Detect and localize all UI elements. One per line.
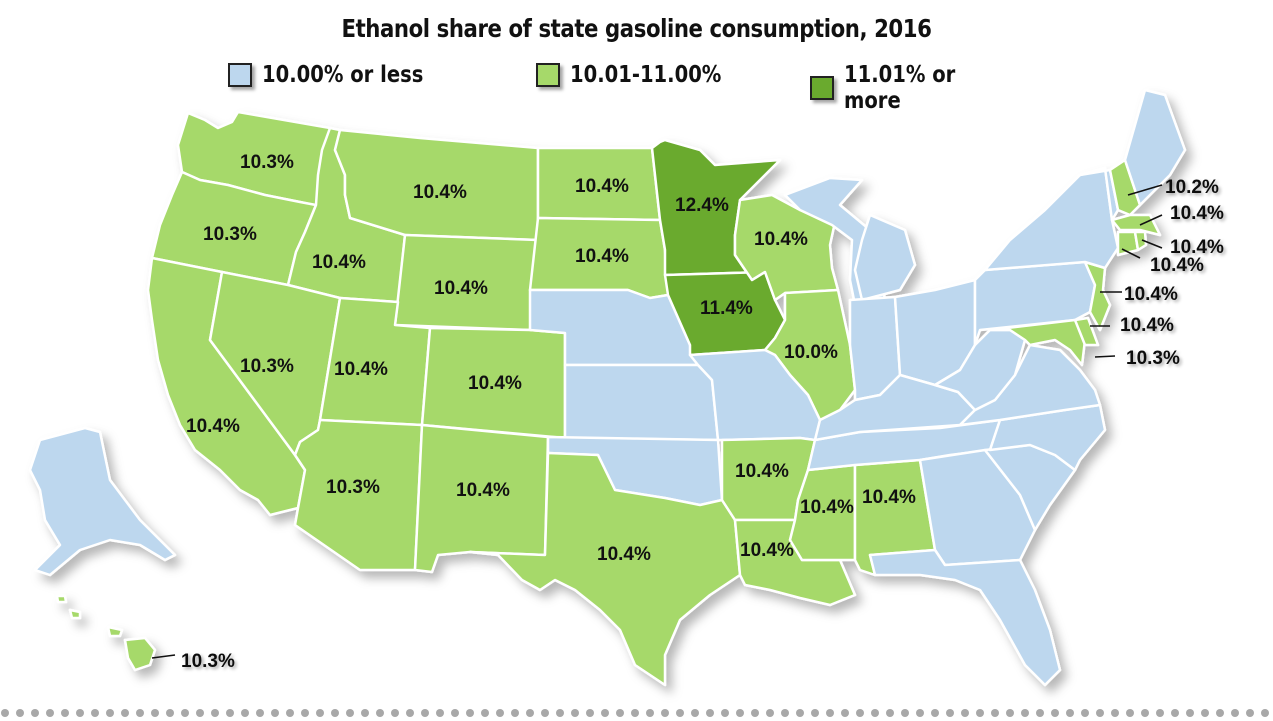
state-hawaii-maui[interactable] bbox=[106, 625, 124, 638]
leader-nh bbox=[1127, 184, 1163, 196]
state-alaska[interactable] bbox=[28, 426, 177, 577]
label-ms: 10.4% bbox=[800, 497, 854, 518]
legend-label-low: 10.00% or less bbox=[262, 62, 424, 88]
state-rhode-island[interactable] bbox=[1133, 230, 1148, 252]
legend: 10.00% or less 10.01-11.00% 11.01% or mo… bbox=[228, 62, 1048, 114]
label-de: 10.4% bbox=[1120, 315, 1174, 336]
label-nh: 10.2% bbox=[1165, 177, 1219, 198]
label-wi: 10.4% bbox=[754, 229, 808, 250]
state-hawaii-oahu[interactable] bbox=[68, 608, 82, 620]
label-md: 10.3% bbox=[1126, 348, 1180, 369]
label-ct: 10.4% bbox=[1150, 255, 1204, 276]
state-new-york[interactable] bbox=[983, 166, 1120, 272]
label-tx: 10.4% bbox=[597, 544, 651, 565]
label-ut: 10.4% bbox=[334, 359, 388, 380]
state-texas[interactable] bbox=[468, 451, 742, 687]
label-wy: 10.4% bbox=[434, 278, 488, 299]
legend-label-mid: 10.01-11.00% bbox=[570, 62, 722, 88]
state-new-hampshire[interactable] bbox=[1108, 158, 1142, 217]
label-sd: 10.4% bbox=[575, 246, 629, 267]
state-new-jersey[interactable] bbox=[1083, 260, 1112, 332]
label-nd: 10.4% bbox=[575, 176, 629, 197]
state-michigan-lower[interactable] bbox=[853, 213, 917, 302]
state-hawaii-big-island[interactable] bbox=[123, 636, 157, 672]
legend-item-mid: 10.01-11.00% bbox=[536, 62, 748, 88]
state-florida[interactable] bbox=[868, 548, 1062, 687]
label-ri: 10.4% bbox=[1170, 237, 1224, 258]
legend-swatch-mid bbox=[536, 63, 560, 87]
label-ar: 10.4% bbox=[735, 461, 789, 482]
state-maine[interactable] bbox=[1123, 88, 1187, 207]
label-ma: 10.4% bbox=[1170, 203, 1224, 224]
label-wa: 10.3% bbox=[240, 152, 294, 173]
label-al: 10.4% bbox=[862, 487, 916, 508]
label-or: 10.3% bbox=[203, 224, 257, 245]
legend-item-low: 10.00% or less bbox=[228, 62, 452, 88]
map-title: Ethanol share of state gasoline consumpt… bbox=[341, 14, 932, 43]
label-ca: 10.4% bbox=[186, 416, 240, 437]
leader-ma bbox=[1139, 214, 1163, 226]
label-hi: 10.3% bbox=[181, 651, 235, 672]
leader-hi bbox=[151, 654, 176, 659]
state-hawaii-kauai[interactable] bbox=[55, 594, 68, 604]
legend-label-high: 11.01% or more bbox=[843, 62, 956, 114]
legend-swatch-low bbox=[228, 63, 252, 87]
label-mn: 12.4% bbox=[675, 195, 729, 216]
legend-item-high: 11.01% or more bbox=[810, 62, 1048, 114]
state-vermont[interactable] bbox=[1078, 166, 1120, 222]
leader-ct bbox=[1121, 248, 1141, 259]
legend-swatch-high bbox=[810, 76, 834, 100]
state-massachusetts[interactable] bbox=[1110, 213, 1162, 237]
label-il: 10.0% bbox=[784, 342, 838, 363]
state-delaware[interactable] bbox=[1073, 316, 1100, 347]
label-la: 10.4% bbox=[740, 540, 794, 561]
dotted-divider bbox=[1, 709, 1269, 717]
label-nm: 10.4% bbox=[456, 480, 510, 501]
state-kansas[interactable] bbox=[563, 363, 720, 442]
label-az: 10.3% bbox=[326, 477, 380, 498]
label-nj: 10.4% bbox=[1124, 284, 1178, 305]
label-id: 10.4% bbox=[312, 252, 366, 273]
state-montana[interactable] bbox=[333, 128, 540, 242]
leader-ri bbox=[1141, 239, 1163, 249]
label-co: 10.4% bbox=[468, 373, 522, 394]
label-nv: 10.3% bbox=[240, 356, 294, 377]
leader-md bbox=[1094, 355, 1116, 358]
label-mt: 10.4% bbox=[413, 182, 467, 203]
label-ia: 11.4% bbox=[700, 298, 753, 319]
